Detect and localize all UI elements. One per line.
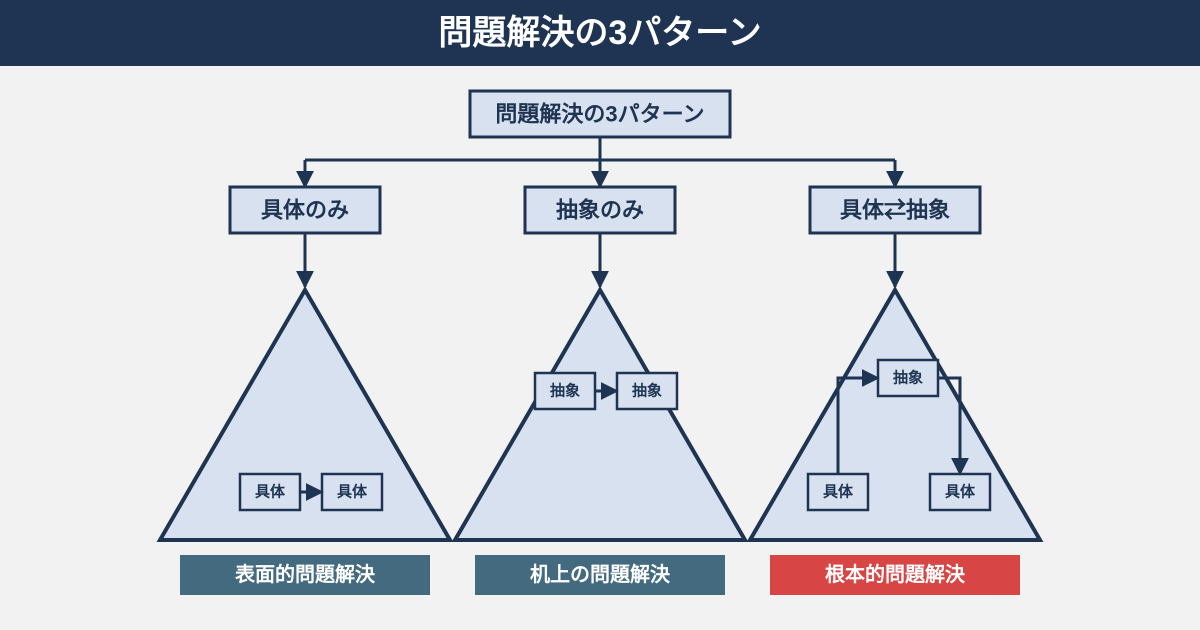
inner-right-box-1-label: 具体 <box>823 483 854 501</box>
caption-1-label: 机上の問題解決 <box>530 562 671 586</box>
child-box-left-label: 具体のみ <box>261 198 349 223</box>
inner-left-box-0-label: 具体 <box>255 483 286 501</box>
inner-center-box-0-label: 抽象 <box>550 382 580 400</box>
child-box-center-label: 抽象のみ <box>556 198 644 223</box>
inner-center-box-1-label: 抽象 <box>632 382 662 400</box>
inner-right-box-2-label: 具体 <box>945 483 976 501</box>
caption-2-label: 根本的問題解決 <box>825 562 966 586</box>
child-box-right-label: 具体⇄抽象 <box>840 198 950 223</box>
inner-right-box-0-label: 抽象 <box>893 369 923 387</box>
caption-0-label: 表面的問題解決 <box>235 562 376 586</box>
root-box-label: 問題解決の3パターン <box>495 102 704 127</box>
diagram-canvas: 問題解決の3パターン問題解決の3パターン具体のみ抽象のみ具体⇄抽象具体具体抽象抽… <box>0 0 1200 630</box>
header-title: 問題解決の3パターン <box>438 14 761 52</box>
inner-left-box-1-label: 具体 <box>337 483 368 501</box>
